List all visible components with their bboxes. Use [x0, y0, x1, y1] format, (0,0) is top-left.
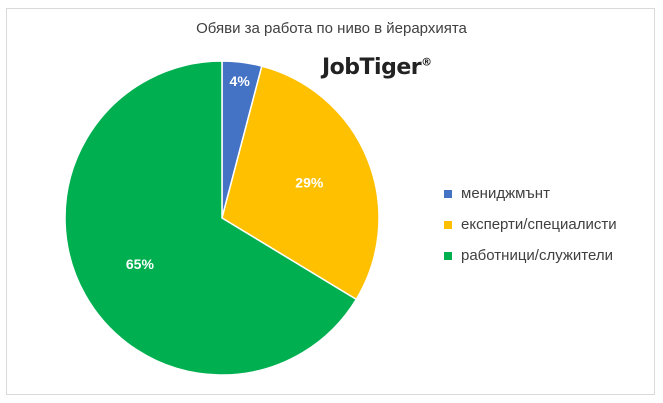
logo-text: JobTiger: [322, 55, 422, 80]
legend-swatch-workers: [444, 251, 452, 260]
pie-data-labels: 4% 29% 65%: [126, 73, 324, 272]
chart-title: Обяви за работа по ниво в йерархията: [196, 20, 467, 37]
legend-label-management: мениджмънт: [461, 185, 550, 202]
data-label-experts: 29%: [295, 175, 324, 191]
legend-label-experts: експерти/специалисти: [461, 216, 617, 233]
data-label-management: 4%: [230, 73, 251, 89]
legend-swatch-management: [444, 189, 452, 198]
legend-label-workers: работници/служители: [461, 247, 613, 264]
jobtiger-logo: JobTiger®: [322, 55, 432, 80]
data-label-workers: 65%: [126, 256, 155, 272]
legend-item-workers: работници/служители: [444, 240, 617, 271]
registered-mark: ®: [421, 55, 432, 69]
pie-slice-workers: [64, 60, 358, 376]
legend: мениджмънт експерти/специалисти работниц…: [444, 178, 617, 271]
legend-item-management: мениджмънт: [444, 178, 617, 209]
legend-item-experts: експерти/специалисти: [444, 209, 617, 240]
pie-slices: [64, 60, 380, 376]
legend-swatch-experts: [444, 220, 452, 229]
